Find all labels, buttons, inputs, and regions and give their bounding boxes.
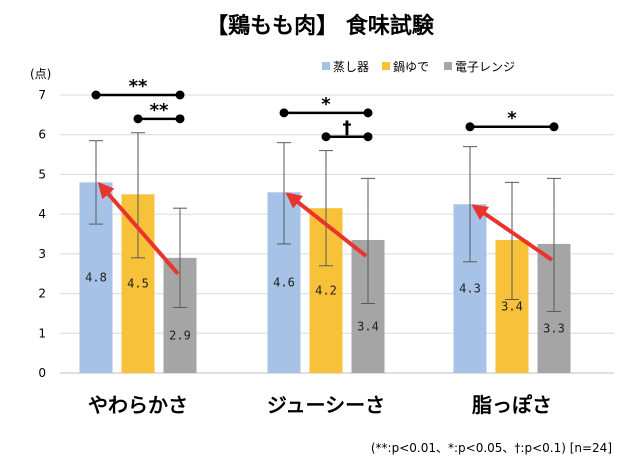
- significance-dot: [175, 90, 185, 100]
- trend-arrow: [97, 181, 180, 276]
- y-tick-label: 4: [38, 207, 46, 221]
- data-label: 4.2: [315, 284, 337, 298]
- y-tick-label: 3: [38, 247, 46, 261]
- legend-label: 電子レンジ: [455, 60, 515, 74]
- significance-dot: [321, 132, 331, 142]
- data-label: 4.5: [127, 277, 149, 291]
- significance-dot: [465, 122, 475, 132]
- category-label: 脂っぽさ: [472, 393, 552, 417]
- significance-dot: [133, 114, 143, 124]
- data-labels: 4.8 4.6 4.3 4.5 4.2 3.4 2.9 3.4 3.3: [85, 271, 565, 343]
- error-bars: [89, 132, 561, 312]
- trend-arrow: [285, 192, 368, 258]
- y-tick-label: 5: [38, 167, 46, 181]
- significance-brackets: **** *† *: [91, 76, 559, 142]
- legend-swatch: [322, 62, 330, 70]
- y-tick-label: 1: [38, 326, 46, 340]
- trend-arrows: [97, 181, 554, 276]
- bars: [79, 182, 571, 373]
- significance-label: *: [321, 94, 331, 115]
- significance-dot: [175, 114, 185, 124]
- significance-label: *: [507, 108, 517, 129]
- significance-dot: [549, 122, 559, 132]
- significance-dot: [363, 132, 373, 142]
- legend-label: 鍋ゆで: [393, 59, 429, 74]
- significance-dot: [91, 90, 101, 100]
- data-label: 4.3: [459, 282, 481, 296]
- y-tick-label: 7: [38, 88, 46, 102]
- y-axis-label: (点): [30, 67, 51, 81]
- data-label: 4.6: [273, 276, 295, 290]
- category-label: やわらかさ: [88, 393, 188, 417]
- data-label: 3.4: [501, 299, 523, 313]
- data-label: 4.8: [85, 271, 107, 285]
- significance-label: **: [129, 76, 148, 97]
- data-label: 2.9: [169, 328, 191, 342]
- significance-label: †: [343, 118, 352, 139]
- category-labels: やわらかさ ジューシーさ 脂っぽさ: [88, 393, 552, 417]
- chart-title: 【鶏もも肉】 食味試験: [206, 13, 435, 39]
- y-tick-label: 2: [38, 287, 46, 301]
- y-tick-label: 6: [38, 128, 46, 142]
- y-axis-ticks: 0 1 2 3 4 5 6 7: [38, 88, 46, 380]
- footnote: (**:p<0.01、*:p<0.05、†:p<0.1) [n=24]: [371, 441, 612, 455]
- trend-arrow: [471, 204, 554, 262]
- legend-swatch: [444, 62, 452, 70]
- legend: 蒸し器 鍋ゆで 電子レンジ: [322, 59, 515, 74]
- category-label: ジューシーさ: [267, 393, 385, 417]
- significance-dot: [279, 108, 289, 118]
- significance-label: **: [150, 100, 169, 121]
- significance-dot: [363, 108, 373, 118]
- legend-label: 蒸し器: [333, 60, 369, 74]
- y-tick-label: 0: [38, 366, 46, 380]
- legend-swatch: [382, 62, 390, 70]
- data-label: 3.4: [357, 319, 379, 333]
- data-label: 3.3: [543, 321, 565, 335]
